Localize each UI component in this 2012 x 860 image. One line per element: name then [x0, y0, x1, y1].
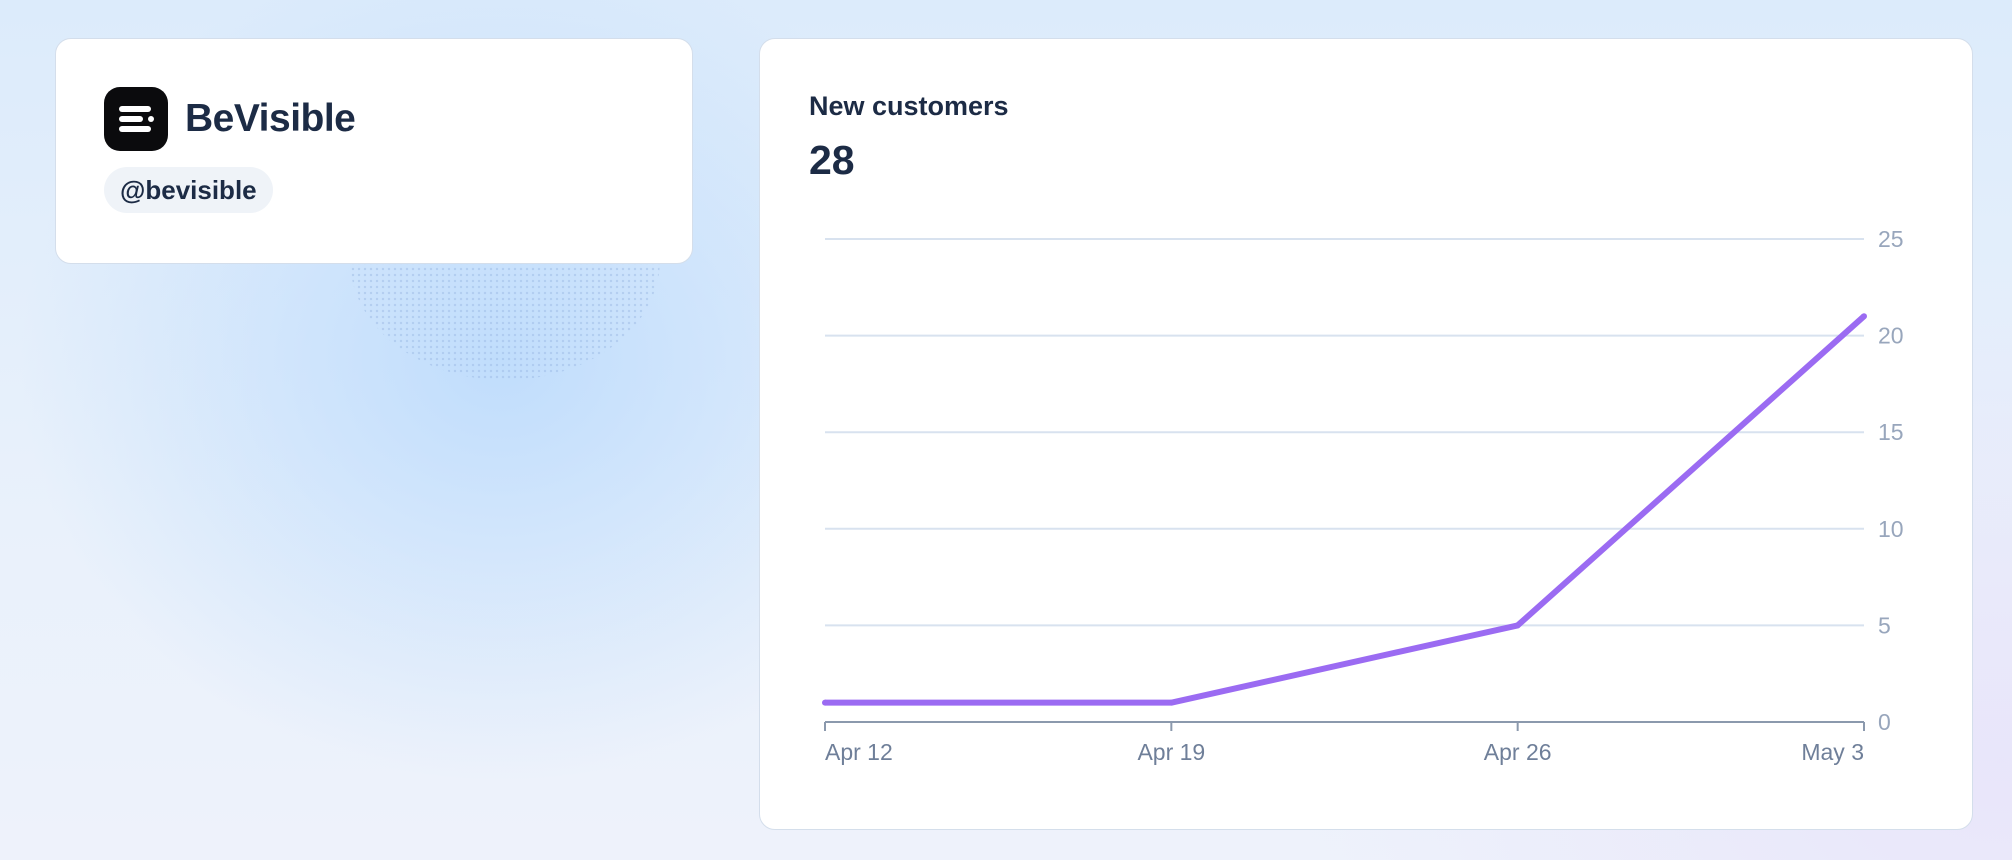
x-tick-label: May 3: [1801, 739, 1864, 765]
y-tick-label: 20: [1878, 323, 1904, 349]
chart-total: 28: [809, 137, 855, 183]
y-tick-label: 5: [1878, 612, 1891, 638]
data-point: [1168, 699, 1175, 706]
menu-lines-icon: [104, 87, 168, 151]
handle-badge[interactable]: @bevisible: [104, 167, 273, 213]
brand-name: BeVisible: [185, 97, 356, 140]
line-chart: 0 5 10 15 20 25 Apr 12 Apr 19 Apr 26 May 3: [822, 226, 1904, 765]
y-tick-label: 0: [1878, 709, 1891, 735]
brand-row: BeVisible: [104, 87, 356, 151]
data-point: [1514, 622, 1521, 629]
x-tick-label: Apr 12: [825, 739, 893, 765]
dotted-decoration: [350, 260, 660, 380]
y-tick-label: 25: [1878, 226, 1904, 252]
data-point: [822, 699, 828, 706]
data-point: [1861, 313, 1867, 320]
chart-title: New customers: [809, 91, 1009, 121]
profile-card: BeVisible @bevisible: [55, 38, 693, 264]
x-tick-label: Apr 26: [1484, 739, 1552, 765]
series-line: [825, 314, 1866, 706]
y-tick-label: 10: [1878, 516, 1904, 542]
x-tick-label: Apr 19: [1137, 739, 1205, 765]
y-tick-label: 15: [1878, 419, 1904, 445]
new-customers-card: New customers 28 0 5 10 15 20 25 Apr 12 Apr 19 A…: [759, 38, 1973, 830]
